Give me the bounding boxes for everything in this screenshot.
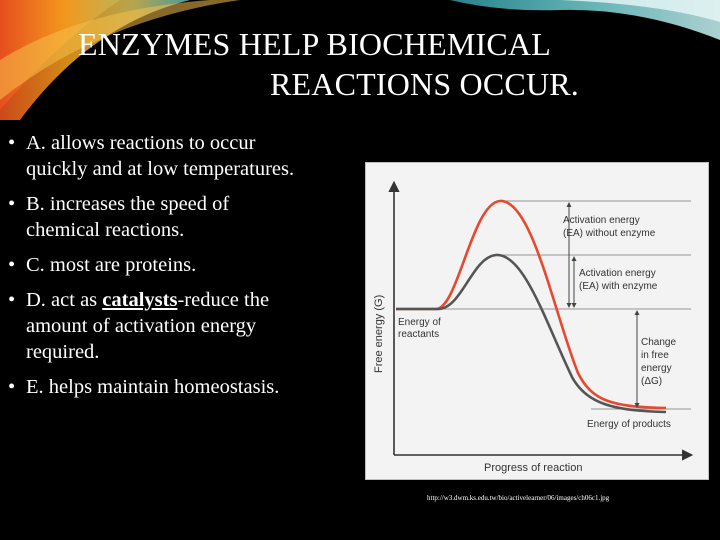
slide-title-line1: ENZYMES HELP BIOCHEMICAL	[78, 26, 551, 62]
x-axis-label: Progress of reaction	[484, 462, 582, 474]
label-energy-of-reactants: Energy of reactants	[398, 317, 441, 340]
label-change-in-free-energy: Change in free energy (ΔG)	[641, 337, 676, 387]
bullet-text-before: D. act as	[26, 289, 103, 311]
bullet-text: C. most are proteins.	[26, 254, 197, 276]
bullet-item: • A. allows reactions to occur quickly a…	[8, 130, 308, 182]
bullet-item: • D. act as catalysts-reduce the amount …	[8, 287, 308, 365]
label-activation-without-enzyme: Activation energy (EA) without enzyme	[563, 215, 656, 239]
label-activation-without-line1: Activation energy	[563, 215, 640, 226]
image-source-url: http://w3.dwm.ks.edu.tw/bio/activelearne…	[427, 494, 610, 502]
bullet-item: • C. most are proteins.	[8, 252, 308, 278]
y-axis-label: Free energy (G)	[373, 295, 385, 373]
curve-with-enzyme	[396, 253, 667, 414]
label-energy-of-products: Energy of products	[587, 419, 671, 430]
bullet-dot: •	[8, 289, 16, 311]
curve-without-enzyme	[396, 199, 667, 410]
bullet-text: E. helps maintain homeostasis.	[26, 376, 280, 398]
label-activation-with-enzyme: Activation energy (EA) with enzyme	[579, 268, 659, 292]
bullet-dot: •	[8, 376, 16, 398]
bullet-dot: •	[8, 132, 16, 154]
energy-diagram-svg: Free energy (G) Progress of reaction Act…	[373, 180, 694, 474]
slide-title-line2: REACTIONS OCCUR.	[270, 66, 580, 102]
bullet-dot: •	[8, 193, 16, 215]
bullet-dot: •	[8, 254, 16, 276]
bullet-item: • B. increases the speed of chemical rea…	[8, 191, 308, 243]
energy-diagram-figure: Free energy (G) Progress of reaction Act…	[365, 162, 709, 480]
label-activation-with-line1: Activation energy	[579, 268, 656, 279]
keyword-catalysts: catalysts	[102, 289, 178, 311]
bullet-item: • E. helps maintain homeostasis.	[8, 374, 308, 400]
bullet-text: A. allows reactions to occur quickly and…	[26, 132, 295, 180]
bullet-list: • A. allows reactions to occur quickly a…	[8, 130, 308, 409]
bullet-text-after: -reduce the amount of activation energy …	[26, 289, 270, 363]
bullet-text: B. increases the speed of chemical react…	[26, 193, 230, 241]
